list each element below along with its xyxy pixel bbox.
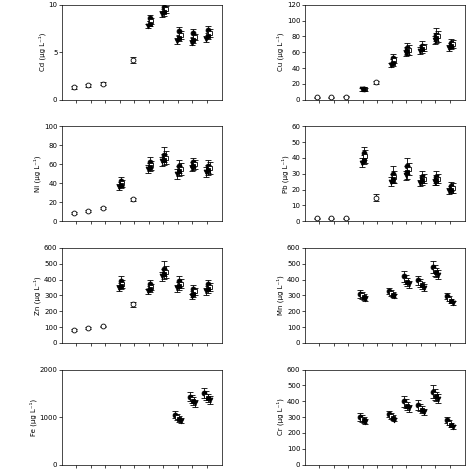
Y-axis label: Mn (µg L⁻¹): Mn (µg L⁻¹) bbox=[277, 275, 284, 315]
Y-axis label: Pb (µg L⁻¹): Pb (µg L⁻¹) bbox=[281, 155, 289, 193]
Y-axis label: Ni (µg L⁻¹): Ni (µg L⁻¹) bbox=[34, 155, 41, 192]
Y-axis label: Cu (µg L⁻¹): Cu (µg L⁻¹) bbox=[277, 33, 284, 72]
Y-axis label: Fe (µg L⁻¹): Fe (µg L⁻¹) bbox=[29, 399, 36, 436]
Y-axis label: Zn (µg L⁻¹): Zn (µg L⁻¹) bbox=[34, 276, 41, 315]
Y-axis label: Cr (µg L⁻¹): Cr (µg L⁻¹) bbox=[277, 399, 284, 436]
Y-axis label: Cd (µg L⁻¹): Cd (µg L⁻¹) bbox=[38, 33, 46, 72]
